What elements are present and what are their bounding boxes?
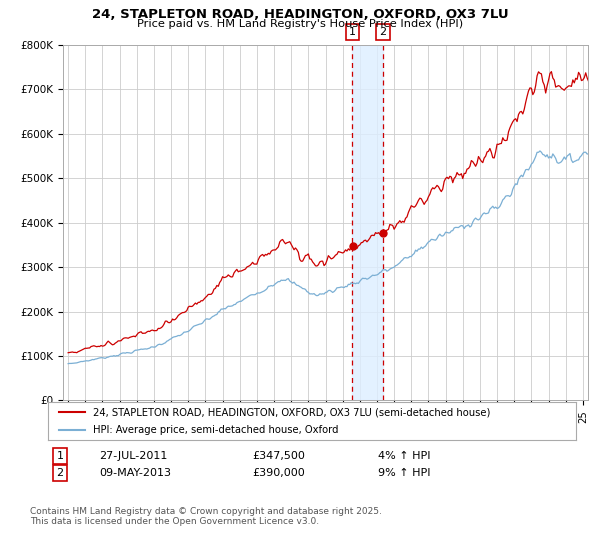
Text: 24, STAPLETON ROAD, HEADINGTON, OXFORD, OX3 7LU (semi-detached house): 24, STAPLETON ROAD, HEADINGTON, OXFORD, … [93, 407, 490, 417]
Text: 2: 2 [56, 468, 64, 478]
Text: Price paid vs. HM Land Registry's House Price Index (HPI): Price paid vs. HM Land Registry's House … [137, 19, 463, 29]
Text: 1: 1 [349, 27, 356, 38]
Text: Contains HM Land Registry data © Crown copyright and database right 2025.
This d: Contains HM Land Registry data © Crown c… [30, 507, 382, 526]
Text: 1: 1 [56, 451, 64, 461]
Bar [352, 45, 383, 400]
Text: 9% ↑ HPI: 9% ↑ HPI [378, 468, 431, 478]
Text: 2: 2 [380, 27, 387, 38]
Text: 4% ↑ HPI: 4% ↑ HPI [378, 451, 431, 461]
Text: 24, STAPLETON ROAD, HEADINGTON, OXFORD, OX3 7LU: 24, STAPLETON ROAD, HEADINGTON, OXFORD, … [92, 8, 508, 21]
Text: £347,500: £347,500 [252, 451, 305, 461]
Text: 09-MAY-2013: 09-MAY-2013 [99, 468, 171, 478]
Text: HPI: Average price, semi-detached house, Oxford: HPI: Average price, semi-detached house,… [93, 424, 338, 435]
Text: £390,000: £390,000 [252, 468, 305, 478]
Text: 27-JUL-2011: 27-JUL-2011 [99, 451, 167, 461]
